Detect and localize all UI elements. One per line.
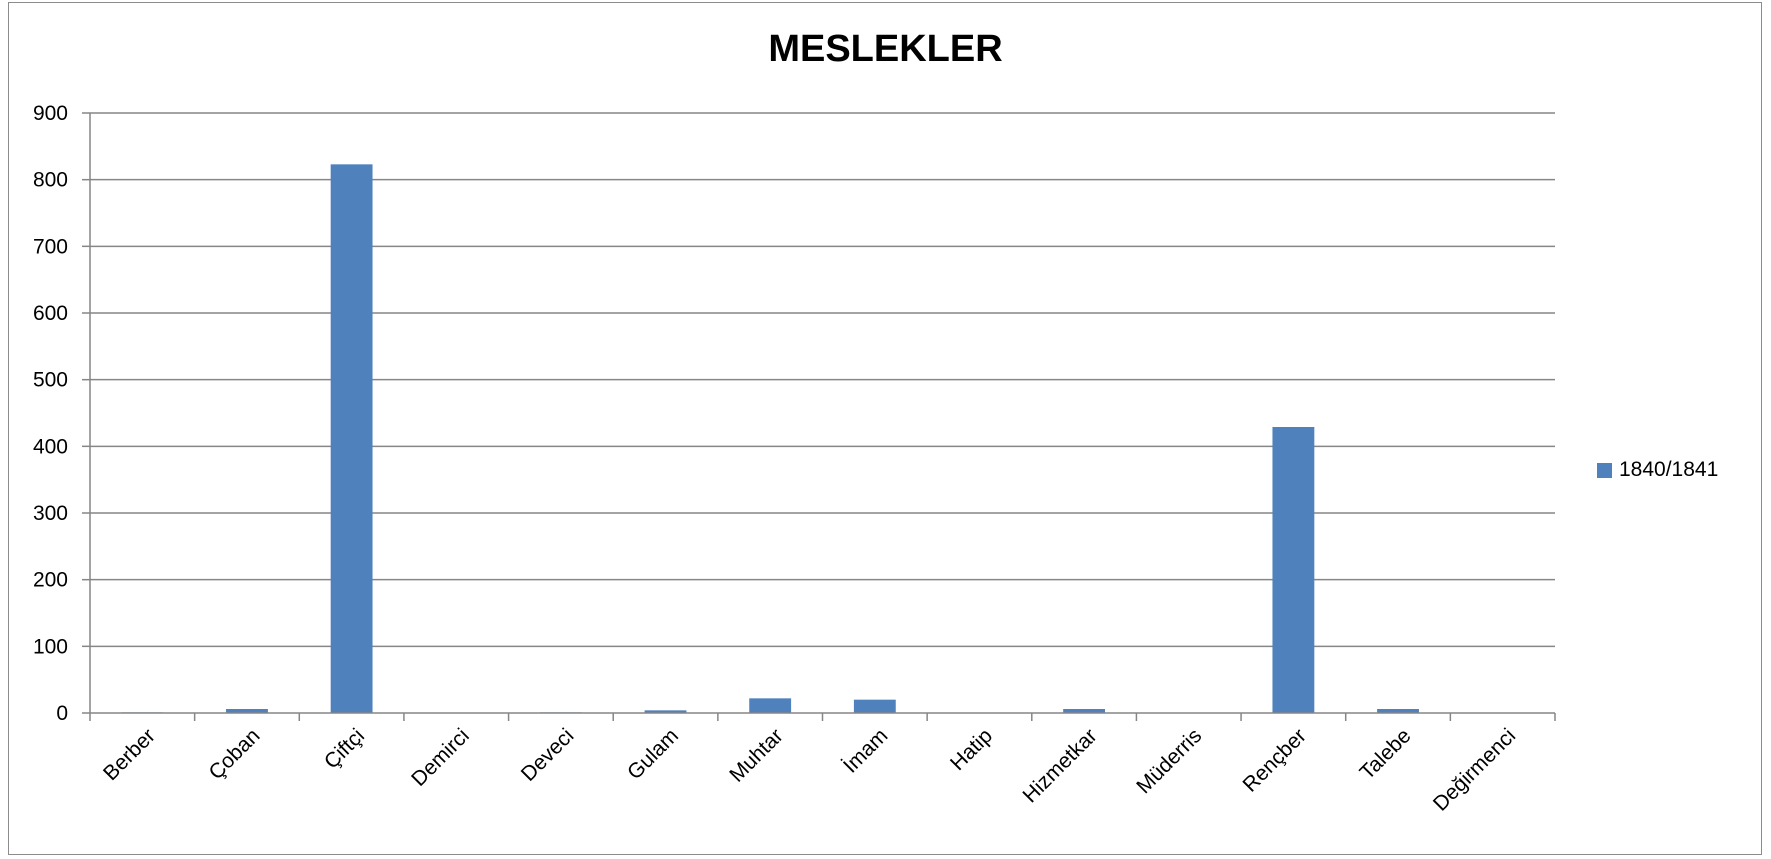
axes — [89, 113, 1555, 714]
x-tick-label: Talebe — [1356, 724, 1416, 784]
y-tick-label: 800 — [33, 169, 68, 192]
x-tick-label: Muhtar — [725, 724, 787, 786]
y-tick-label: 700 — [33, 235, 68, 258]
bar — [749, 698, 792, 713]
y-tick-label: 300 — [33, 502, 68, 525]
bars — [121, 164, 1419, 714]
y-tick-label: 0 — [56, 702, 68, 725]
bar — [644, 710, 687, 713]
x-tick-label: Demirci — [407, 724, 474, 791]
gridlines — [90, 112, 1555, 648]
x-tick-label: Çoban — [204, 724, 264, 784]
bar — [1377, 709, 1419, 713]
bar — [853, 699, 896, 713]
x-tick-label: Gulam — [623, 724, 683, 784]
y-tick-label: 500 — [33, 369, 68, 392]
y-tick-label: 400 — [33, 435, 68, 458]
x-tick-label: Hizmetkar — [1019, 724, 1102, 807]
chart-title: MESLEKLER — [768, 28, 1003, 70]
x-tick-label: Berber — [99, 724, 160, 785]
x-axis-ticks: Berber Çoban Çiftçi Demirci Deveci Gulam Muhta… — [89, 713, 1556, 816]
x-tick-label: Deveci — [517, 724, 579, 786]
x-tick-label: Çiftçi — [320, 724, 369, 773]
x-tick-label: Müderris — [1132, 724, 1206, 798]
x-tick-label: İmam — [839, 724, 892, 777]
x-tick-label: Hatip — [946, 724, 997, 775]
bar — [330, 164, 373, 714]
legend-label: 1840/1841 — [1619, 458, 1719, 481]
legend: 1840/1841 — [1597, 458, 1718, 482]
y-axis-ticks: 0 100 200 300 400 500 600 700 800 900 — [33, 102, 90, 725]
legend-swatch — [1597, 462, 1612, 478]
x-tick-label: Değirmenci — [1429, 724, 1520, 815]
y-tick-label: 200 — [33, 569, 68, 592]
x-tick-label: Rençber — [1239, 724, 1311, 796]
bar — [226, 709, 268, 713]
y-tick-label: 900 — [33, 102, 68, 125]
y-tick-label: 100 — [33, 635, 68, 658]
bar — [1063, 709, 1106, 713]
bar — [1272, 427, 1315, 713]
y-tick-label: 600 — [33, 302, 68, 325]
